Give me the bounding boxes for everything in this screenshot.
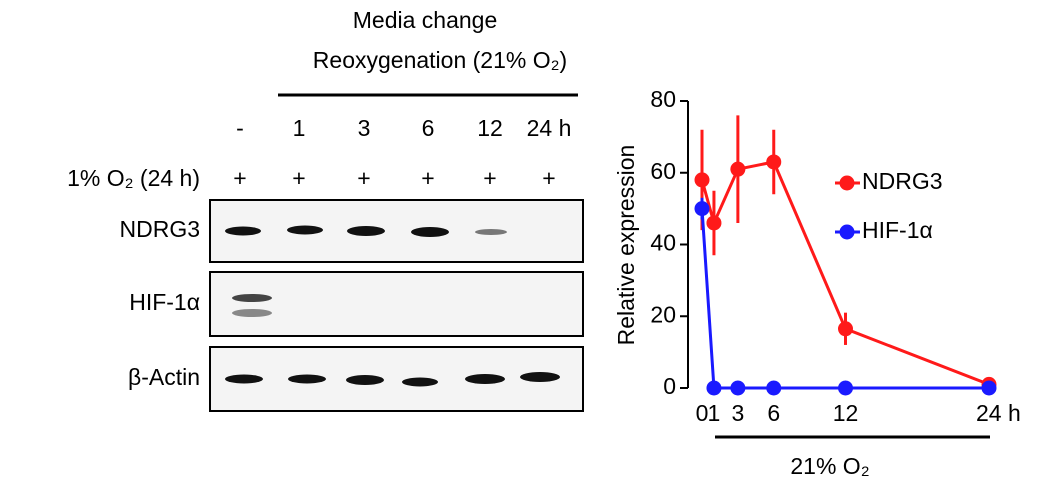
row-label: NDRG3 <box>119 216 200 242</box>
y-tick-label: 20 <box>650 301 676 327</box>
row-label: β-Actin <box>128 364 200 390</box>
blot-box <box>210 200 583 262</box>
blot-header: Media change <box>353 7 498 33</box>
legend-marker <box>840 225 855 240</box>
x-tick-label: 6 <box>767 400 780 426</box>
legend-label: HIF-1α <box>862 217 933 243</box>
data-point <box>982 381 997 396</box>
blot-box <box>210 272 583 336</box>
data-point <box>766 154 781 169</box>
x-tick-label: 12 <box>833 400 859 426</box>
series-line <box>702 162 989 384</box>
y-tick-label: 60 <box>650 158 676 184</box>
treatment-mark: + <box>542 165 555 191</box>
lane-label: 6 <box>422 115 435 141</box>
treatment-mark: + <box>483 165 496 191</box>
y-tick-label: 80 <box>650 86 676 112</box>
treatment-label: 1% O₂ (24 h) <box>67 165 200 191</box>
blot-header: Reoxygenation (21% O₂) <box>313 47 567 73</box>
treatment-mark: + <box>233 165 246 191</box>
data-point <box>706 381 721 396</box>
treatment-mark: + <box>292 165 305 191</box>
lane-label: - <box>236 115 244 141</box>
lane-label: 24 h <box>527 115 572 141</box>
lane-label: 1 <box>293 115 306 141</box>
treatment-mark: + <box>357 165 370 191</box>
x-tick-label: 0 <box>696 400 709 426</box>
data-point <box>730 162 745 177</box>
y-tick-label: 0 <box>663 373 676 399</box>
lane-label: 12 <box>477 115 503 141</box>
data-point <box>695 172 710 187</box>
y-axis-label: Relative expression <box>613 145 639 346</box>
figure: Media change Reoxygenation (21% O₂) 1% O… <box>0 0 1040 488</box>
data-point <box>706 215 721 230</box>
x-tick-label: 24 h <box>976 400 1021 426</box>
legend-label: NDRG3 <box>862 168 943 194</box>
treatment-mark: + <box>421 165 434 191</box>
data-point <box>730 381 745 396</box>
data-point <box>838 321 853 336</box>
data-point <box>766 381 781 396</box>
lane-label: 3 <box>358 115 371 141</box>
x-tick-label: 3 <box>731 400 744 426</box>
x-tick-label: 1 <box>708 400 721 426</box>
row-label: HIF-1α <box>129 289 200 315</box>
legend-marker <box>840 176 855 191</box>
y-tick-label: 40 <box>650 230 676 256</box>
x-axis-label: 21% O₂ <box>790 453 869 479</box>
data-point <box>695 201 710 216</box>
data-point <box>838 381 853 396</box>
